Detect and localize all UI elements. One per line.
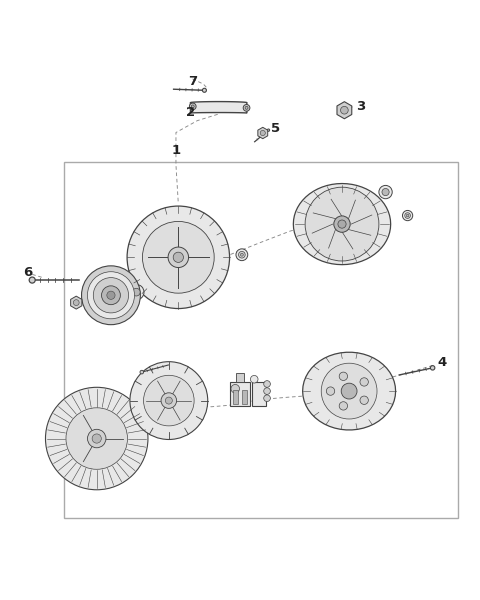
Circle shape — [382, 188, 389, 196]
Polygon shape — [71, 296, 82, 309]
Circle shape — [73, 299, 79, 305]
Circle shape — [240, 253, 243, 256]
Circle shape — [203, 88, 206, 92]
Polygon shape — [258, 127, 268, 139]
Circle shape — [431, 365, 435, 370]
Bar — [64, 163, 458, 518]
Circle shape — [321, 363, 377, 419]
Polygon shape — [302, 352, 396, 430]
Circle shape — [190, 103, 196, 110]
Bar — [236, 373, 244, 382]
Text: 7: 7 — [188, 75, 197, 88]
Text: 2: 2 — [186, 106, 195, 119]
Circle shape — [140, 370, 144, 374]
Circle shape — [231, 385, 240, 393]
Circle shape — [339, 402, 348, 410]
Bar — [252, 382, 266, 406]
Circle shape — [239, 251, 245, 258]
Circle shape — [87, 430, 106, 448]
Polygon shape — [293, 184, 391, 265]
Circle shape — [165, 397, 172, 404]
Circle shape — [340, 106, 348, 114]
Circle shape — [107, 291, 115, 299]
Circle shape — [338, 220, 346, 228]
Polygon shape — [191, 101, 247, 113]
Circle shape — [168, 247, 189, 268]
Text: 6: 6 — [23, 266, 32, 279]
Circle shape — [339, 372, 348, 380]
Circle shape — [144, 375, 194, 426]
Circle shape — [267, 129, 270, 131]
Circle shape — [92, 434, 101, 443]
Circle shape — [334, 216, 350, 232]
Circle shape — [132, 289, 140, 296]
Text: 1: 1 — [171, 144, 180, 157]
Circle shape — [379, 185, 392, 199]
Circle shape — [236, 249, 248, 260]
Circle shape — [130, 362, 208, 439]
Circle shape — [161, 393, 177, 409]
Circle shape — [129, 284, 144, 300]
Circle shape — [406, 214, 409, 217]
Circle shape — [341, 383, 357, 399]
Circle shape — [251, 376, 258, 383]
Circle shape — [46, 387, 148, 490]
Polygon shape — [337, 101, 352, 119]
Circle shape — [29, 277, 35, 283]
Circle shape — [87, 272, 134, 319]
Circle shape — [264, 395, 270, 401]
Circle shape — [360, 378, 368, 386]
Text: 3: 3 — [356, 100, 366, 113]
Circle shape — [102, 286, 120, 305]
Circle shape — [264, 388, 270, 394]
Circle shape — [326, 387, 335, 395]
Bar — [229, 382, 251, 406]
Circle shape — [173, 252, 183, 262]
Circle shape — [66, 408, 128, 469]
Circle shape — [143, 221, 214, 293]
Text: 4: 4 — [437, 356, 446, 369]
Circle shape — [243, 104, 250, 111]
Circle shape — [305, 187, 379, 261]
Circle shape — [360, 396, 368, 404]
Circle shape — [402, 211, 413, 221]
Circle shape — [245, 106, 248, 109]
Bar — [233, 390, 238, 404]
Circle shape — [127, 206, 229, 308]
Circle shape — [264, 380, 270, 387]
Circle shape — [260, 130, 265, 136]
Circle shape — [82, 266, 140, 325]
Circle shape — [405, 213, 410, 218]
Text: 5: 5 — [271, 122, 280, 135]
Circle shape — [93, 278, 129, 313]
Circle shape — [192, 105, 194, 108]
Bar — [242, 390, 247, 404]
